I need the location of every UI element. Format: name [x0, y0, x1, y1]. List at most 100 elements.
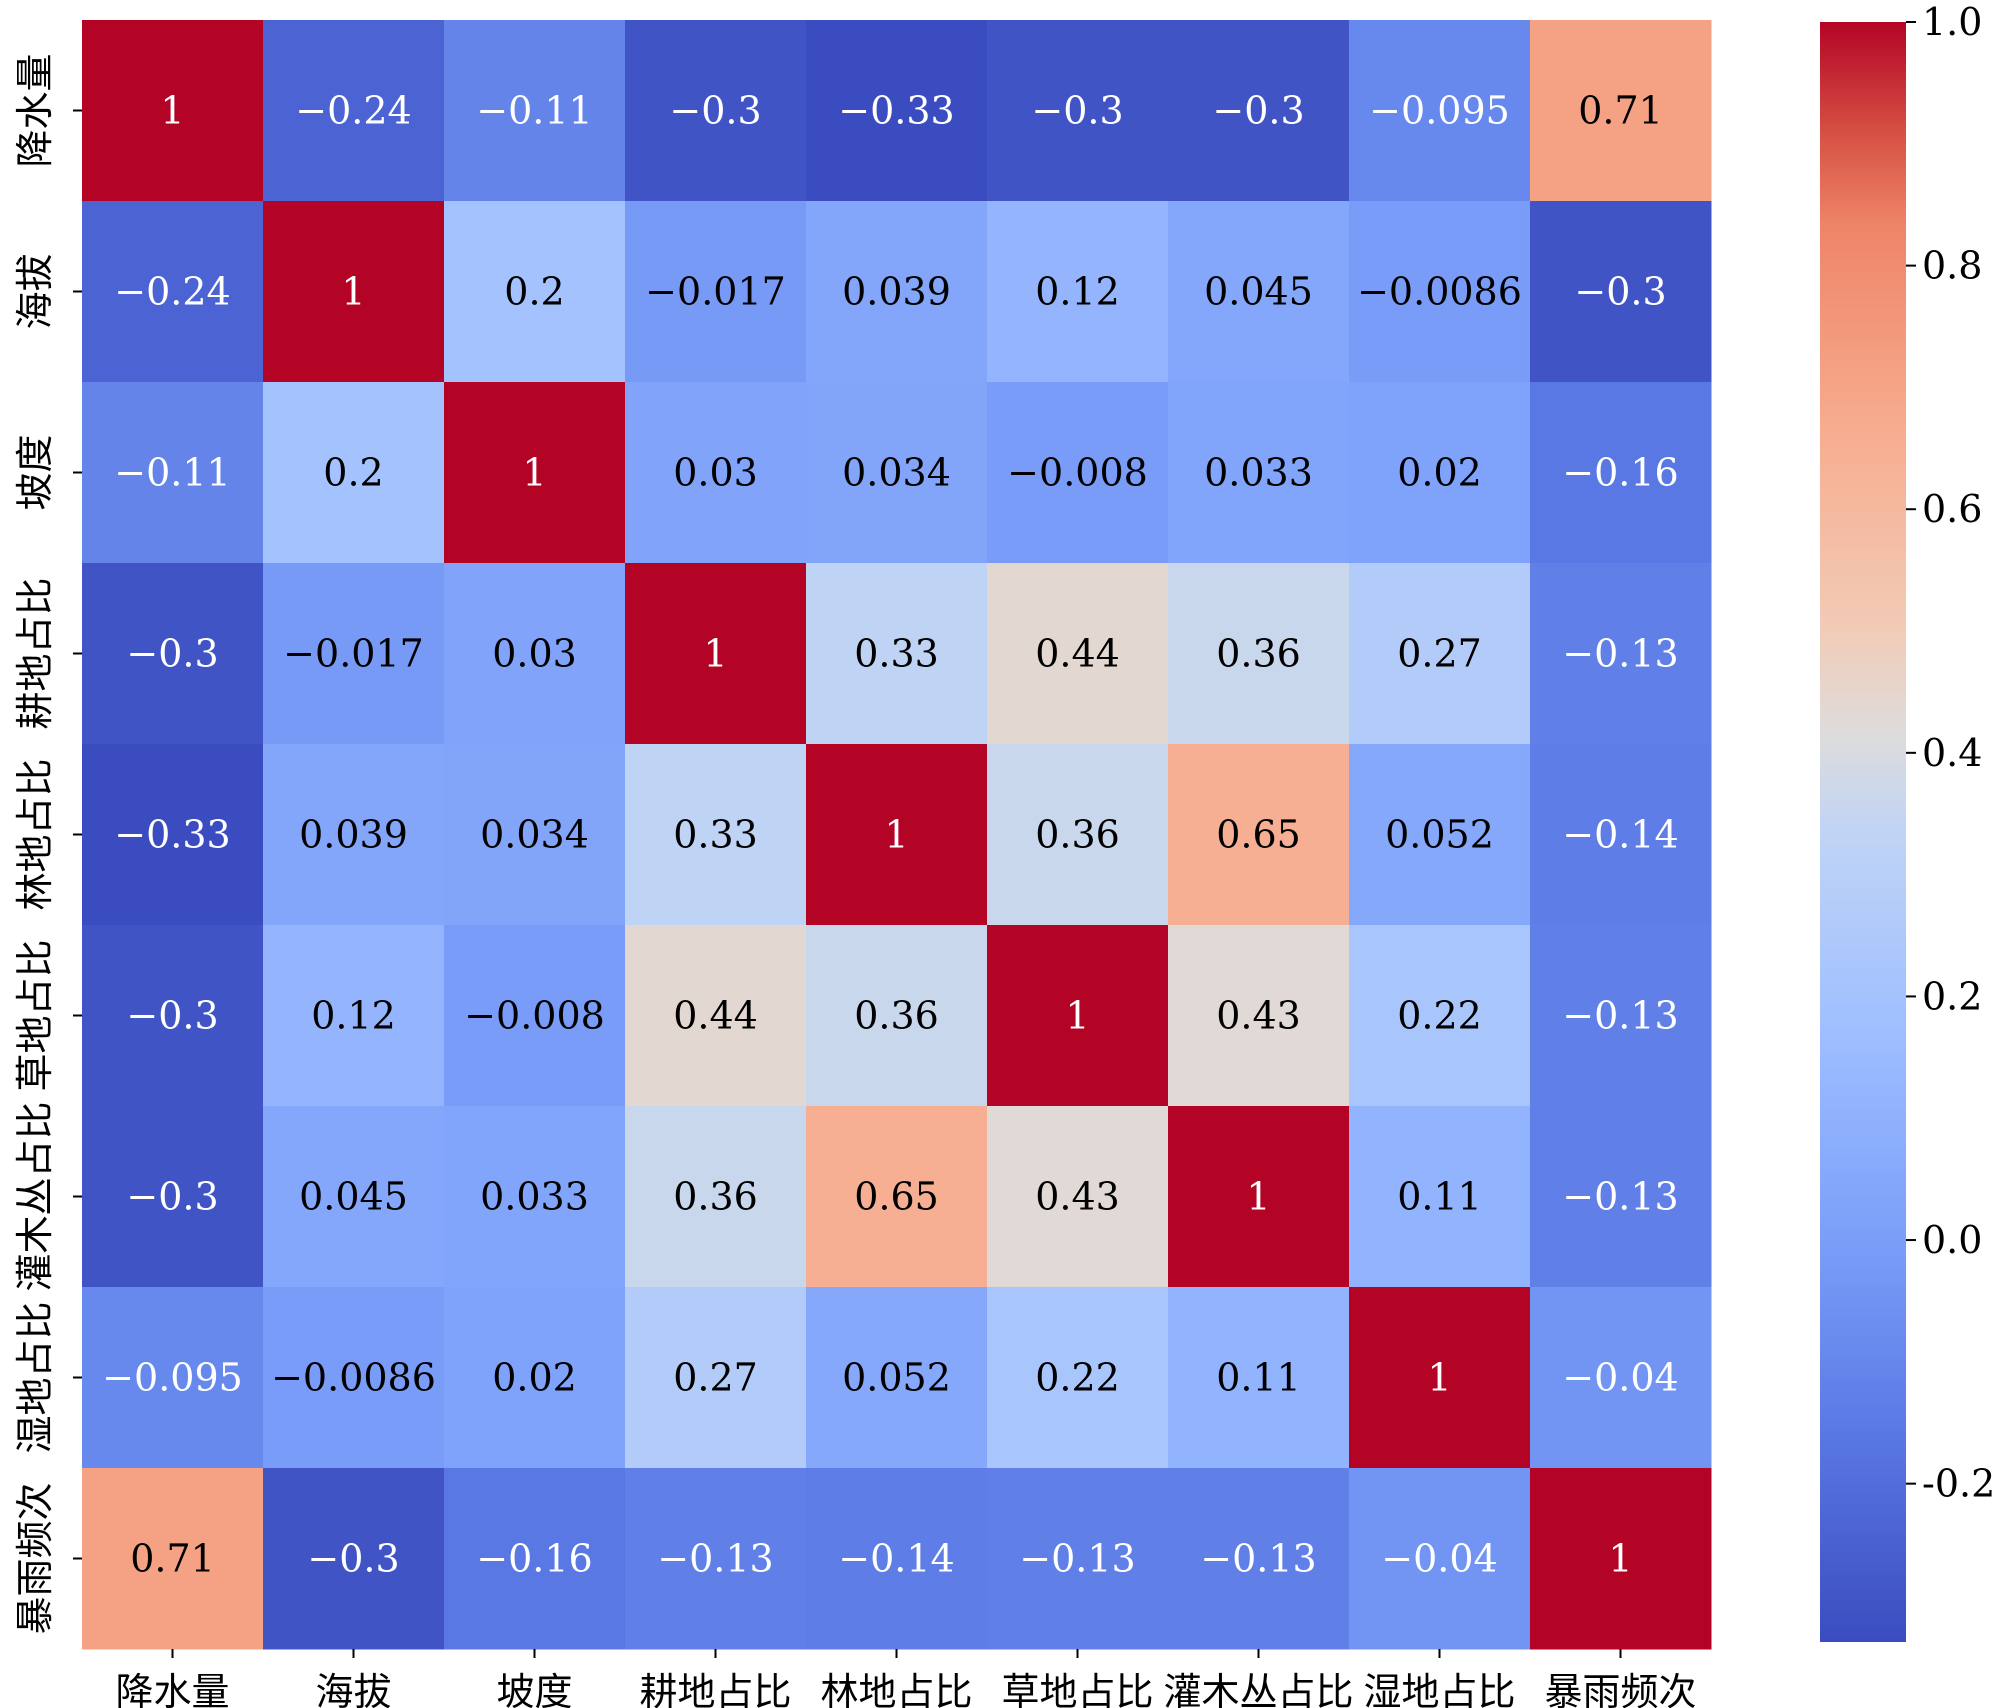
- heatmap-cell: [263, 744, 445, 926]
- cell-value-label: −0.16: [1562, 451, 1678, 495]
- cell-value-label: 0.034: [842, 451, 951, 495]
- heatmap-cell: [1349, 563, 1531, 745]
- heatmap-cell: [625, 20, 807, 202]
- cell-value-label: −0.13: [1562, 1175, 1678, 1219]
- x-tick-label: 草地占比: [1001, 1670, 1153, 1708]
- heatmap-cell: [1168, 1287, 1350, 1469]
- heatmap-cell: [263, 925, 445, 1107]
- x-tick-label: 耕地占比: [639, 1670, 791, 1708]
- heatmap-cell: [625, 382, 807, 564]
- cell-value-label: −0.0086: [271, 1356, 436, 1400]
- heatmap-cell: [444, 925, 626, 1107]
- cell-value-label: −0.04: [1381, 1537, 1497, 1581]
- heatmap-cell: [444, 1468, 626, 1650]
- cell-value-label: 0.11: [1216, 1356, 1301, 1400]
- cell-value-label: −0.13: [1200, 1537, 1316, 1581]
- heatmap-cell: [1530, 201, 1712, 383]
- cell-value-label: −0.3: [669, 89, 761, 133]
- cell-value-label: 1: [703, 632, 727, 676]
- cell-value-label: 0.22: [1397, 994, 1482, 1038]
- heatmap-cell: [263, 563, 445, 745]
- heatmap-cell: [625, 1106, 807, 1288]
- cell-value-label: 0.36: [1035, 813, 1120, 857]
- heatmap-cell: [444, 744, 626, 926]
- x-tick-label: 湿地占比: [1363, 1670, 1515, 1708]
- heatmap-cell: [444, 201, 626, 383]
- y-tick-label: 降水量: [13, 53, 57, 167]
- cell-value-label: 0.03: [673, 451, 758, 495]
- y-tick-label: 暴雨频次: [13, 1482, 57, 1634]
- x-tick-label: 海拔: [315, 1670, 391, 1708]
- cell-value-label: −0.0086: [1357, 270, 1522, 314]
- cell-value-label: 0.02: [492, 1356, 577, 1400]
- heatmap-cell: [444, 563, 626, 745]
- heatmap-cell: [987, 744, 1169, 926]
- heatmap-cell: [987, 925, 1169, 1107]
- cell-value-label: −0.3: [126, 994, 218, 1038]
- cell-value-label: −0.11: [476, 89, 592, 133]
- heatmap-cell: [806, 1468, 988, 1650]
- colorbar-tick-label: -0.2: [1922, 1462, 1995, 1506]
- cell-value-label: 0.43: [1035, 1175, 1120, 1219]
- cell-value-label: 0.36: [1216, 632, 1301, 676]
- heatmap-cell: [625, 744, 807, 926]
- heatmap-cell: [987, 1287, 1169, 1469]
- cell-value-label: 0.44: [673, 994, 758, 1038]
- heatmap-cell: [987, 382, 1169, 564]
- cell-value-label: −0.3: [1212, 89, 1304, 133]
- cell-value-label: 1: [884, 813, 908, 857]
- heatmap-cell: [1349, 1287, 1531, 1469]
- cell-value-label: −0.24: [114, 270, 230, 314]
- heatmap-cell: [263, 382, 445, 564]
- cell-value-label: −0.017: [283, 632, 424, 676]
- colorbar-tick-label: 0.4: [1922, 731, 1982, 775]
- y-tick-label: 湿地占比: [13, 1301, 57, 1453]
- cell-value-label: 0.2: [323, 451, 383, 495]
- heatmap-cell: [1168, 1468, 1350, 1650]
- cell-value-label: −0.16: [476, 1537, 592, 1581]
- cell-value-label: −0.095: [102, 1356, 243, 1400]
- cell-value-label: 1: [341, 270, 365, 314]
- heatmap-cell: [806, 201, 988, 383]
- colorbar-tick-label: 1.0: [1922, 0, 1982, 44]
- y-tick-label: 林地占比: [13, 758, 57, 910]
- cell-value-label: 0.034: [480, 813, 589, 857]
- heatmap-cell: [1168, 744, 1350, 926]
- cell-value-label: −0.3: [126, 632, 218, 676]
- heatmap-cell: [806, 925, 988, 1107]
- heatmap-cell: [1349, 20, 1531, 202]
- cell-value-label: −0.3: [307, 1537, 399, 1581]
- cell-value-label: −0.017: [645, 270, 786, 314]
- cell-value-label: 0.65: [1216, 813, 1301, 857]
- cell-value-label: −0.13: [1019, 1537, 1135, 1581]
- heatmap-cell: [1530, 925, 1712, 1107]
- cell-value-label: 0.033: [1204, 451, 1313, 495]
- heatmap-cell: [1168, 925, 1350, 1107]
- cell-value-label: −0.13: [1562, 994, 1678, 1038]
- x-tick-label: 坡度: [496, 1670, 572, 1708]
- heatmap-cell: [263, 1106, 445, 1288]
- cell-value-label: 0.43: [1216, 994, 1301, 1038]
- cell-value-label: 0.045: [299, 1175, 408, 1219]
- cell-value-label: 0.12: [1035, 270, 1120, 314]
- heatmap-cell: [1168, 1106, 1350, 1288]
- cell-value-label: −0.33: [838, 89, 954, 133]
- heatmap-cell: [82, 925, 264, 1107]
- cell-value-label: −0.095: [1369, 89, 1510, 133]
- cell-value-label: 0.052: [1385, 813, 1494, 857]
- heatmap-cell: [263, 20, 445, 202]
- cell-value-label: 0.71: [1578, 89, 1663, 133]
- heatmap-cell: [806, 382, 988, 564]
- heatmap-cell: [1530, 1287, 1712, 1469]
- heatmap-cell: [82, 563, 264, 745]
- heatmap-cell: [1168, 201, 1350, 383]
- heatmap-cell: [1530, 382, 1712, 564]
- cell-value-label: 0.36: [854, 994, 939, 1038]
- heatmap-cell: [444, 20, 626, 202]
- heatmap-cells: 1 −0.24 −0.11 −0.3 −0.33 −0.3 −0.3 −0.095 0.71 −0…: [82, 20, 1712, 1650]
- heatmap-cell: [1349, 201, 1531, 383]
- cell-value-label: −0.3: [126, 1175, 218, 1219]
- heatmap-cell: [987, 201, 1169, 383]
- cell-value-label: 0.11: [1397, 1175, 1482, 1219]
